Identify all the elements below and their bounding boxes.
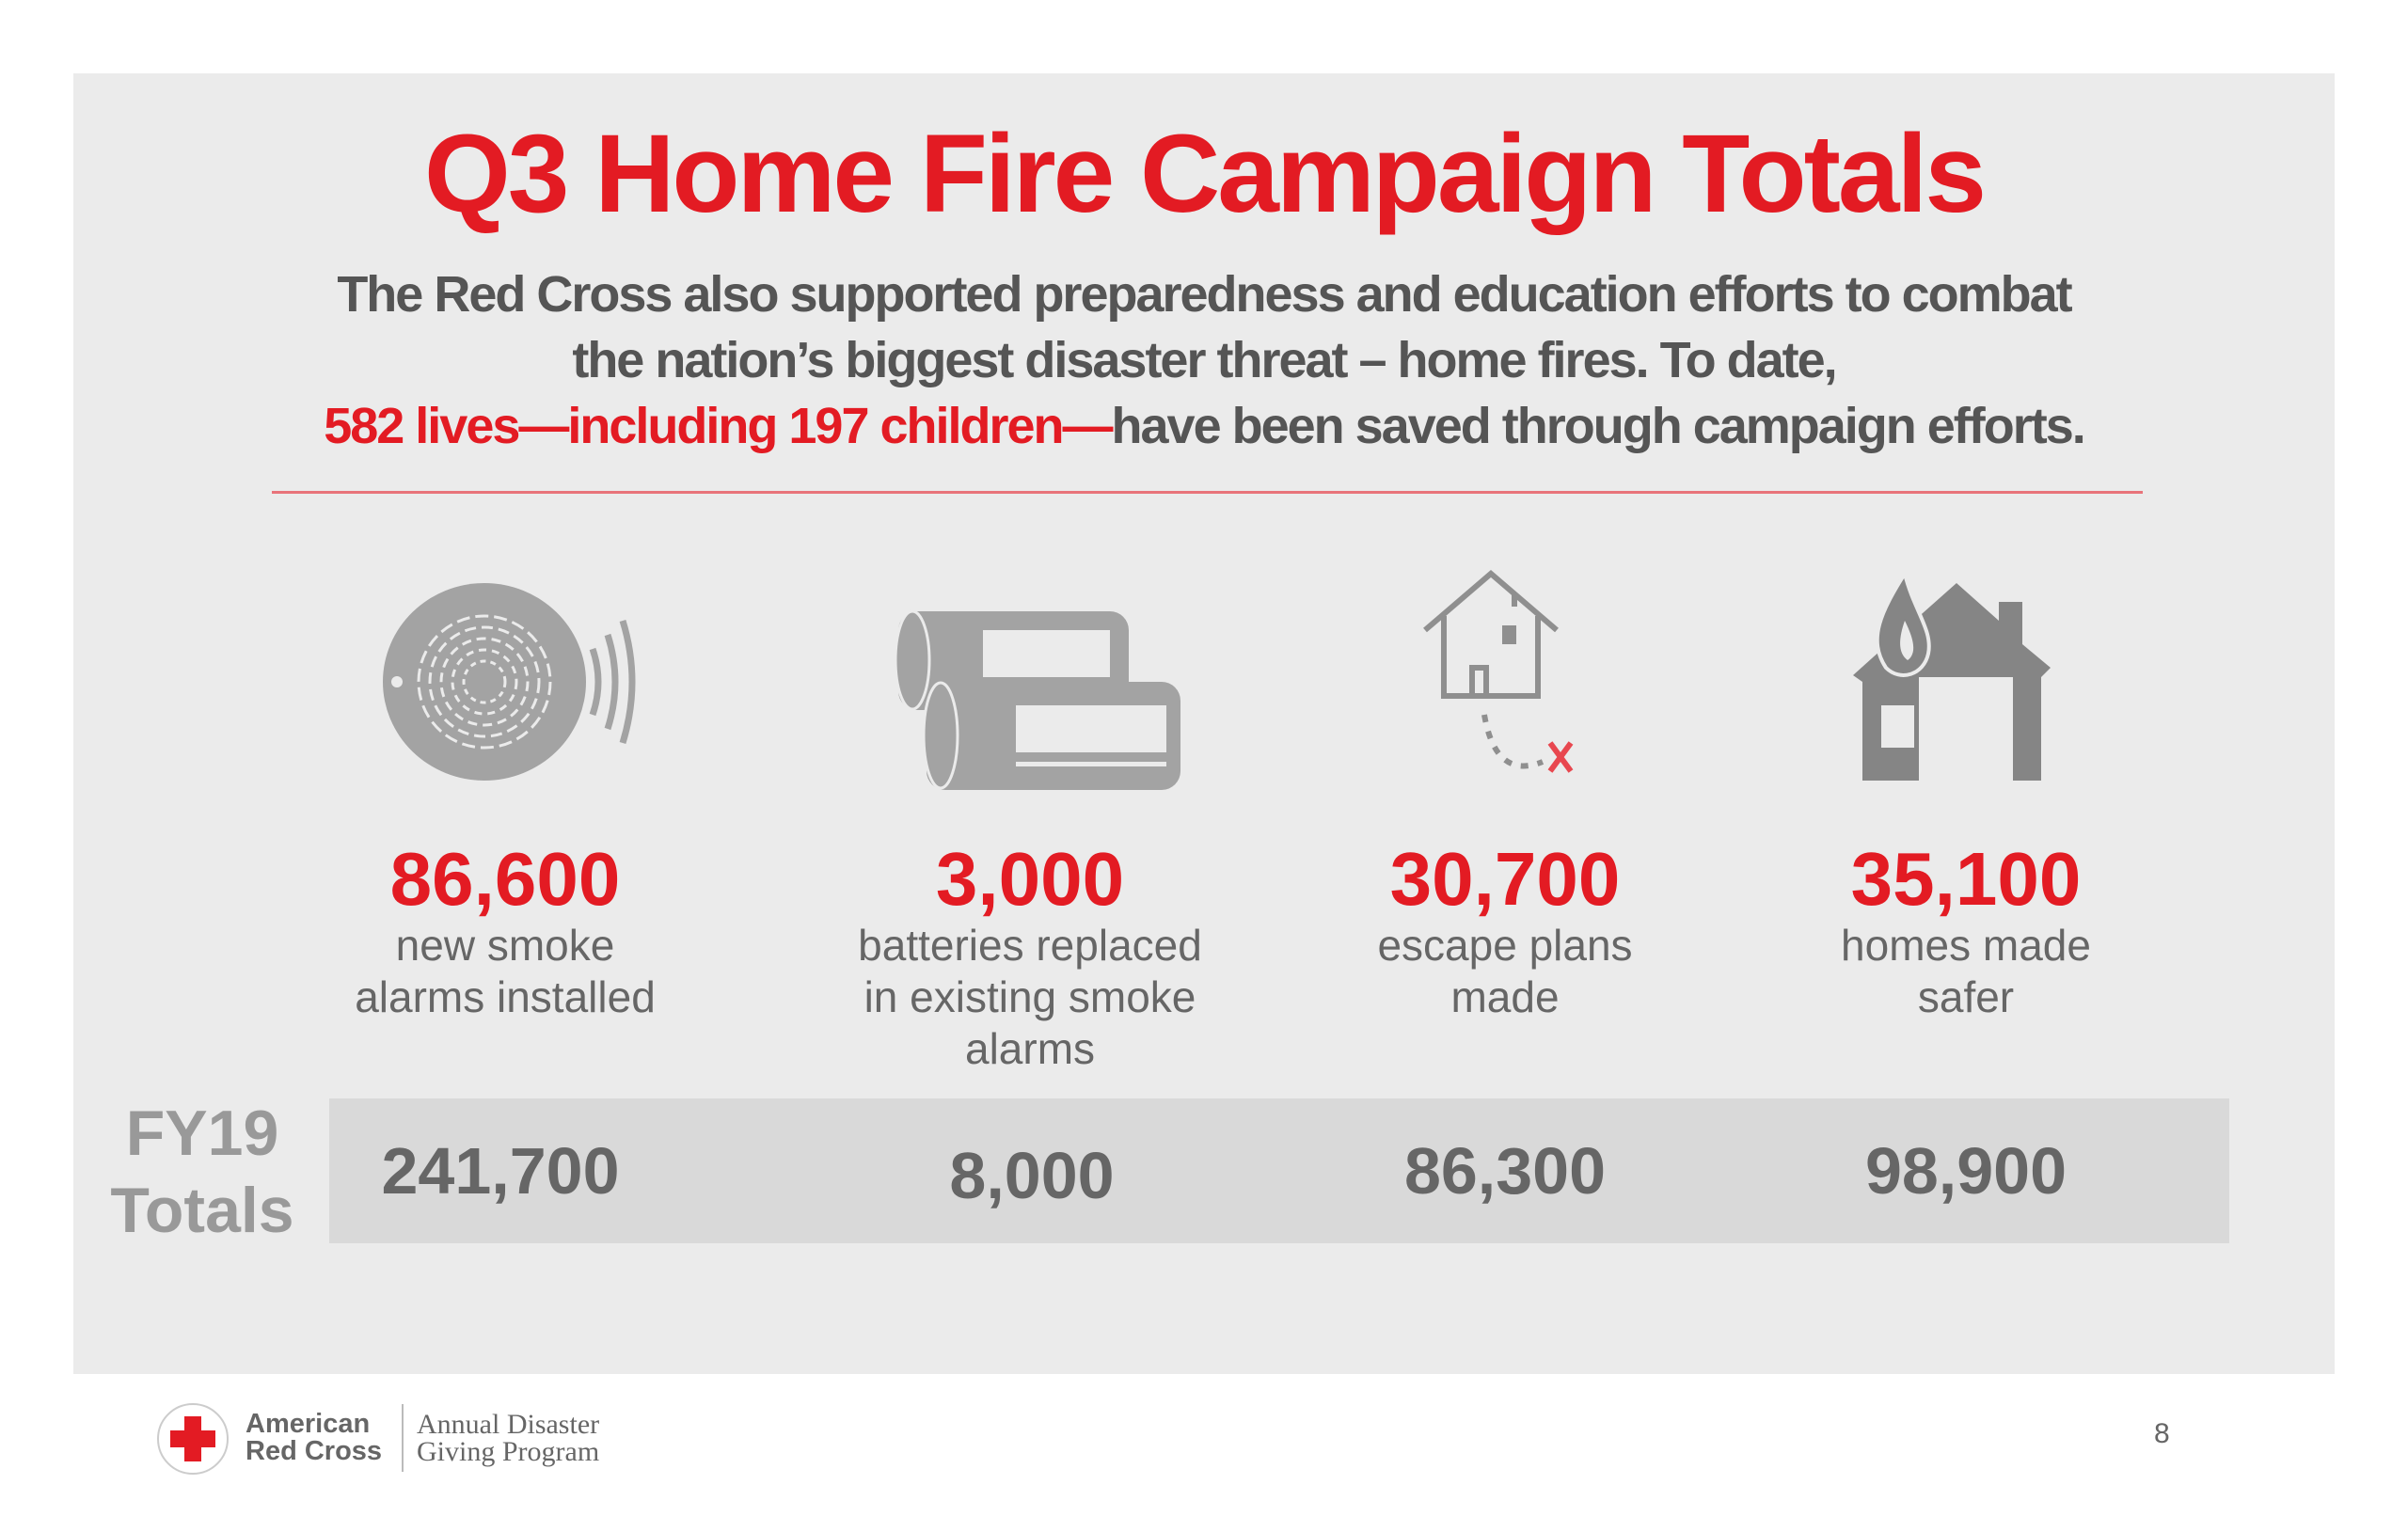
fy19-label: FY19 Totals — [94, 1095, 310, 1249]
batteries-icon — [894, 609, 1180, 790]
label-line: alarms installed — [355, 972, 656, 1021]
label-line: in existing smoke — [863, 972, 1196, 1021]
fy19-value-escape-plans: 86,300 — [1403, 1134, 1607, 1208]
label-line: made — [1450, 972, 1560, 1021]
stat-label-smoke-alarms: new smoke alarms installed — [289, 920, 721, 1023]
program-text-line: Giving Program — [417, 1436, 600, 1467]
stat-value-batteries: 3,000 — [935, 837, 1125, 921]
subtitle-line-2: the nation’s biggest disaster threat – h… — [572, 332, 1837, 388]
page-title: Q3 Home Fire Campaign Totals — [424, 112, 1987, 236]
stat-label-homes-safer: homes made safer — [1750, 920, 2182, 1023]
subtitle-line-3: 582 lives—including 197 children—have be… — [0, 393, 2408, 459]
logo-divider — [402, 1404, 404, 1472]
fy19-label-line: FY19 — [125, 1098, 279, 1169]
subtitle-line-3-rest: have been saved through campaign efforts… — [1111, 398, 2086, 454]
fy19-value-batteries: 8,000 — [949, 1139, 1115, 1212]
program-text-line: Annual Disaster — [417, 1409, 600, 1440]
escape-plan-house-icon — [1423, 570, 1574, 773]
fy19-totals-bar — [329, 1098, 2229, 1243]
logo-text-line: Red Cross — [246, 1436, 383, 1466]
page-number: 8 — [2154, 1418, 2170, 1449]
label-line: safer — [1917, 972, 2015, 1021]
stat-value-escape-plans: 30,700 — [1389, 837, 1621, 921]
fy19-label-line: Totals — [110, 1175, 294, 1246]
fy19-value-smoke-alarms: 241,700 — [381, 1134, 620, 1208]
stat-value-homes-safer: 35,100 — [1850, 837, 2082, 921]
stat-label-escape-plans: escape plans made — [1289, 920, 1721, 1023]
fy19-value-homes-safer: 98,900 — [1864, 1134, 2067, 1208]
label-line: batteries replaced — [858, 921, 1202, 970]
label-line: alarms — [964, 1024, 1096, 1073]
house-fire-icon — [1853, 568, 2051, 781]
logo-text-line: American — [246, 1409, 371, 1439]
subtitle-line-1: The Red Cross also supported preparednes… — [337, 266, 2072, 323]
label-line: escape plans — [1377, 921, 1633, 970]
lives-saved-highlight: 582 lives—including 197 children— — [324, 398, 1113, 454]
stat-value-smoke-alarms: 86,600 — [389, 837, 621, 921]
label-line: new smoke — [395, 921, 615, 970]
smoke-alarm-icon — [383, 583, 636, 781]
divider — [272, 491, 2143, 494]
red-cross-icon — [157, 1403, 229, 1475]
red-cross-logo: American Red Cross Annual Disaster Givin… — [155, 1399, 626, 1484]
label-line: homes made — [1841, 921, 2091, 970]
stat-label-batteries: batteries replaced in existing smoke alarm… — [814, 920, 1246, 1075]
